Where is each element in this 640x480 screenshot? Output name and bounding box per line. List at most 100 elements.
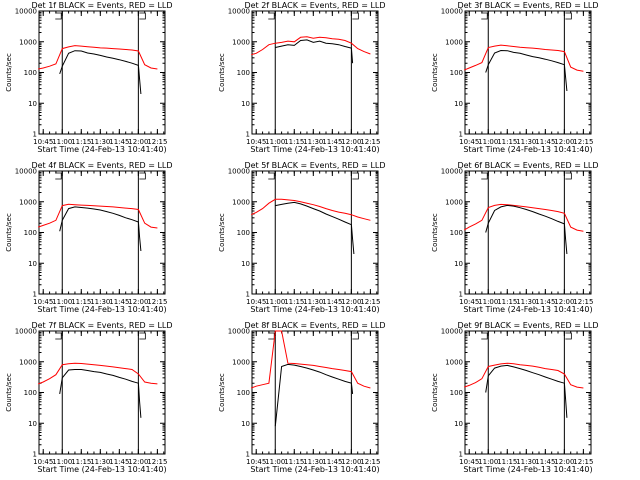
y-tick-label: 10000 xyxy=(228,168,250,176)
x-tick-label: 11:00 xyxy=(52,138,72,146)
y-tick-label: 100 xyxy=(24,69,37,77)
panel-title: Det 6f BLACK = Events, RED = LLD xyxy=(457,161,598,170)
x-tick-label: 10:45 xyxy=(459,138,479,146)
x-tick-label: 12:00 xyxy=(341,298,361,306)
x-tick-label: 11:45 xyxy=(535,138,555,146)
y-tick-label: 10 xyxy=(241,260,250,268)
detector-panel-7: Det 7f BLACK = Events, RED = LLD 1 10 100 10… xyxy=(5,321,173,474)
x-tick-label: 11:30 xyxy=(303,298,323,306)
panel-title: Det 9f BLACK = Events, RED = LLD xyxy=(457,321,598,330)
detector-panel-6: Det 6f BLACK = Events, RED = LLD 1 10 100 10… xyxy=(431,161,599,314)
x-axis-label: Start Time (24-Feb-13 10:41:40) xyxy=(463,465,592,474)
x-axis-label: Start Time (24-Feb-13 10:41:40) xyxy=(37,305,166,314)
y-tick-label: 10000 xyxy=(15,328,37,336)
x-tick-label: 11:15 xyxy=(497,138,517,146)
x-tick-label: 10:45 xyxy=(459,458,479,466)
x-tick-label: 11:45 xyxy=(535,458,555,466)
lld-series-line xyxy=(464,44,584,72)
panel-title: Det 8f BLACK = Events, RED = LLD xyxy=(244,321,385,330)
y-tick-label: 1 xyxy=(459,451,463,459)
y-tick-label: 10000 xyxy=(228,328,250,336)
x-tick-label: 11:30 xyxy=(90,138,110,146)
marker-bracket xyxy=(565,172,572,180)
y-axis-label: Counts/sec xyxy=(218,53,226,92)
x-tick-label: 12:15 xyxy=(573,298,593,306)
events-series-line xyxy=(59,50,142,95)
plot-frame xyxy=(38,330,166,455)
detector-panel-8: Det 8f BLACK = Events, RED = LLD 1 10 100 10… xyxy=(218,321,386,474)
y-tick-label: 1 xyxy=(33,131,37,139)
y-tick-label: 10 xyxy=(241,420,250,428)
y-tick-label: 10000 xyxy=(228,8,250,16)
marker-bracket xyxy=(268,12,275,20)
x-tick-label: 11:00 xyxy=(265,298,285,306)
y-tick-label: 10 xyxy=(454,420,463,428)
x-tick-label: 12:15 xyxy=(147,138,167,146)
marker-bracket xyxy=(481,12,488,20)
x-tick-label: 11:15 xyxy=(71,298,91,306)
panel-title: Det 5f BLACK = Events, RED = LLD xyxy=(244,161,385,170)
lld-series-line xyxy=(38,203,158,229)
y-tick-label: 1000 xyxy=(19,198,37,206)
x-tick-label: 11:30 xyxy=(90,298,110,306)
y-tick-label: 100 xyxy=(237,69,250,77)
y-tick-label: 100 xyxy=(24,229,37,237)
y-tick-label: 10 xyxy=(28,100,37,108)
y-tick-label: 10 xyxy=(241,100,250,108)
events-series-line xyxy=(275,201,355,255)
plot-frame xyxy=(38,170,166,295)
x-tick-label: 11:45 xyxy=(109,298,129,306)
x-tick-label: 12:00 xyxy=(341,458,361,466)
lld-series-line xyxy=(463,203,584,232)
y-tick-label: 1 xyxy=(246,131,250,139)
y-tick-label: 10 xyxy=(28,420,37,428)
y-axis-label: Counts/sec xyxy=(431,53,439,92)
x-tick-label: 12:15 xyxy=(147,298,167,306)
x-tick-label: 11:00 xyxy=(265,458,285,466)
x-tick-label: 10:45 xyxy=(246,138,266,146)
events-series-line xyxy=(485,204,568,255)
plot-frame xyxy=(464,10,592,135)
panel-title: Det 1f BLACK = Events, RED = LLD xyxy=(31,1,172,10)
events-series-line xyxy=(274,363,354,427)
x-tick-label: 12:00 xyxy=(128,298,148,306)
marker-bracket xyxy=(139,172,146,180)
plot-frame xyxy=(251,170,379,295)
y-tick-label: 1000 xyxy=(232,198,250,206)
y-tick-label: 1000 xyxy=(445,198,463,206)
x-tick-label: 11:15 xyxy=(284,298,304,306)
y-axis-label: Counts/sec xyxy=(5,373,13,412)
y-tick-label: 1000 xyxy=(19,358,37,366)
panel-title: Det 2f BLACK = Events, RED = LLD xyxy=(244,1,385,10)
plot-frame xyxy=(251,330,379,455)
x-tick-label: 11:00 xyxy=(265,138,285,146)
lld-series-line xyxy=(250,198,371,221)
y-tick-label: 10000 xyxy=(441,328,463,336)
marker-bracket xyxy=(352,172,359,180)
detector-panel-1: Det 1f BLACK = Events, RED = LLD 1 10 100 10… xyxy=(5,1,173,154)
y-axis-label: Counts/sec xyxy=(5,213,13,252)
y-tick-label: 100 xyxy=(237,389,250,397)
events-series-line xyxy=(59,206,142,252)
lld-series-line xyxy=(464,362,584,389)
x-tick-label: 10:45 xyxy=(246,298,266,306)
panel-title: Det 3f BLACK = Events, RED = LLD xyxy=(457,1,598,10)
panel-title: Det 7f BLACK = Events, RED = LLD xyxy=(31,321,172,330)
lld-series-line xyxy=(38,362,158,385)
x-tick-label: 11:15 xyxy=(71,138,91,146)
y-axis-label: Counts/sec xyxy=(5,53,13,92)
y-tick-label: 10 xyxy=(454,260,463,268)
y-tick-label: 1 xyxy=(33,291,37,299)
x-tick-label: 11:45 xyxy=(109,138,129,146)
x-tick-label: 11:45 xyxy=(322,138,342,146)
marker-bracket xyxy=(352,12,359,20)
y-tick-label: 1 xyxy=(246,451,250,459)
x-tick-label: 11:30 xyxy=(516,458,536,466)
y-tick-label: 1000 xyxy=(232,38,250,46)
x-tick-label: 11:15 xyxy=(284,138,304,146)
y-tick-label: 10000 xyxy=(441,168,463,176)
y-tick-label: 10 xyxy=(28,260,37,268)
x-tick-label: 10:45 xyxy=(33,458,53,466)
y-axis-label: Counts/sec xyxy=(431,213,439,252)
detector-panel-9: Det 9f BLACK = Events, RED = LLD 1 10 100 10… xyxy=(431,321,599,474)
